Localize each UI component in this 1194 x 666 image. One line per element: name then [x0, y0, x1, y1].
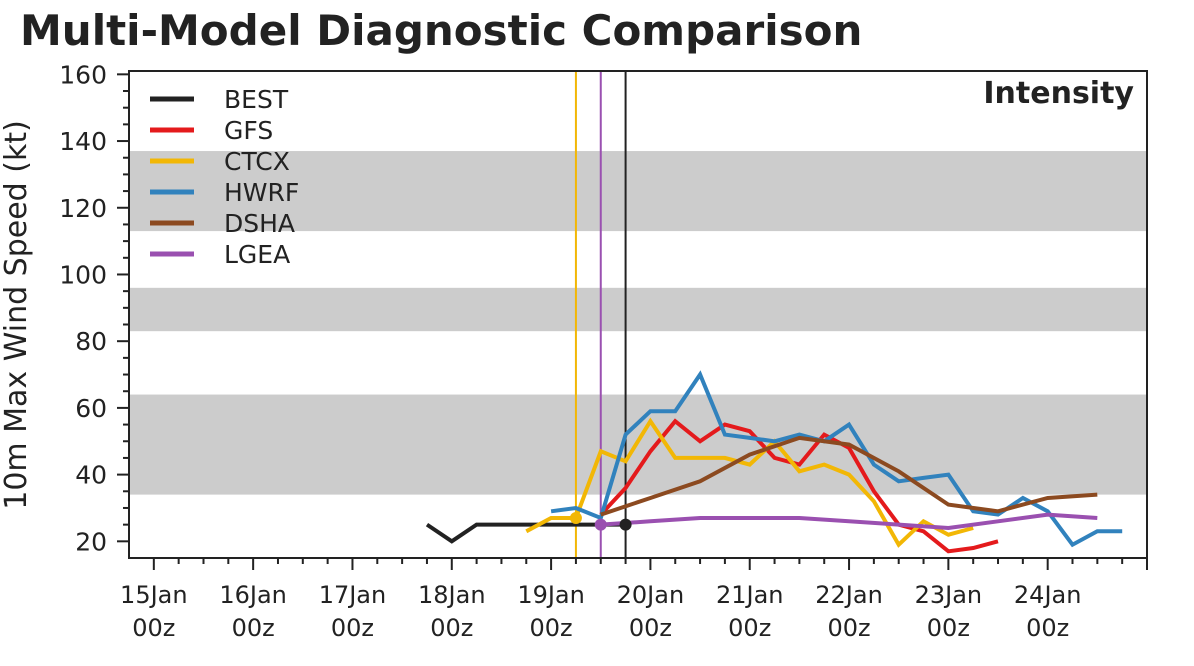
x-tick-label-time: 00z: [530, 614, 573, 642]
panel-label-intensity: Intensity: [983, 76, 1134, 111]
legend-label-best: BEST: [224, 85, 289, 114]
x-tick-label-time: 00z: [927, 614, 970, 642]
y-tick-label: 60: [75, 394, 107, 423]
y-tick-label: 80: [75, 327, 107, 356]
x-tick-label-date: 23Jan: [915, 581, 983, 609]
series-line-best: [425, 522, 626, 544]
x-tick-label-time: 00z: [430, 614, 473, 642]
init-time-lines: [574, 71, 627, 558]
x-tick-label-time: 00z: [728, 614, 771, 642]
series-line-lgea: [600, 512, 1098, 531]
legend-label-hwrf: HWRF: [224, 178, 299, 207]
x-tick-label-date: 15Jan: [120, 581, 188, 609]
x-tick-label-date: 22Jan: [815, 581, 883, 609]
legend-label-dsha: DSHA: [224, 209, 295, 238]
y-tick-label: 20: [75, 527, 107, 556]
init-marker: [594, 518, 607, 531]
series-lines: [425, 370, 1123, 554]
legend-label-ctcx: CTCX: [224, 147, 290, 176]
shaded-band: [129, 151, 1147, 232]
y-axis-label: 10m Max Wind Speed (kt): [0, 120, 34, 510]
y-tick-label: 120: [59, 194, 107, 223]
x-tick-label-time: 00z: [629, 614, 672, 642]
y-axis: 20 40 60 80 100 120 140 160: [59, 60, 129, 556]
y-tick-label: 40: [75, 461, 107, 490]
chart-title: Multi-Model Diagnostic Comparison: [20, 6, 863, 55]
x-tick-label-date: 17Jan: [319, 581, 387, 609]
series-line-hwrf: [550, 370, 1123, 548]
shaded-band: [129, 287, 1147, 332]
x-tick-label-time: 00z: [331, 614, 374, 642]
y-tick-label: 100: [59, 260, 107, 289]
legend-label-lgea: LGEA: [224, 240, 290, 269]
x-tick-label-date: 19Jan: [517, 581, 585, 609]
init-marker: [569, 511, 582, 524]
x-tick-label-date: 24Jan: [1014, 581, 1082, 609]
x-tick-label-time: 00z: [232, 614, 275, 642]
x-tick-label-date: 18Jan: [418, 581, 486, 609]
x-tick-label-date: 16Jan: [219, 581, 287, 609]
series-line-gfs: [599, 418, 999, 554]
y-tick-label: 140: [59, 127, 107, 156]
x-tick-label-date: 21Jan: [716, 581, 784, 609]
legend-label-gfs: GFS: [224, 116, 273, 145]
plot-frame: [128, 70, 1148, 559]
x-tick-label-time: 00z: [827, 614, 870, 642]
series-line-ctcx: [525, 417, 974, 548]
y-tick-label: 160: [59, 60, 107, 89]
x-tick-label-date: 20Jan: [617, 581, 685, 609]
init-marker: [619, 518, 632, 531]
series-line-dsha: [600, 435, 1098, 517]
x-tick-label-time: 00z: [1026, 614, 1069, 642]
init-markers: [569, 511, 632, 531]
x-tick-label-time: 00z: [132, 614, 175, 642]
x-axis: 15Jan 00z 16Jan 00z 17Jan 00z 18Jan 00z 19Jan 00z…: [120, 558, 1148, 642]
